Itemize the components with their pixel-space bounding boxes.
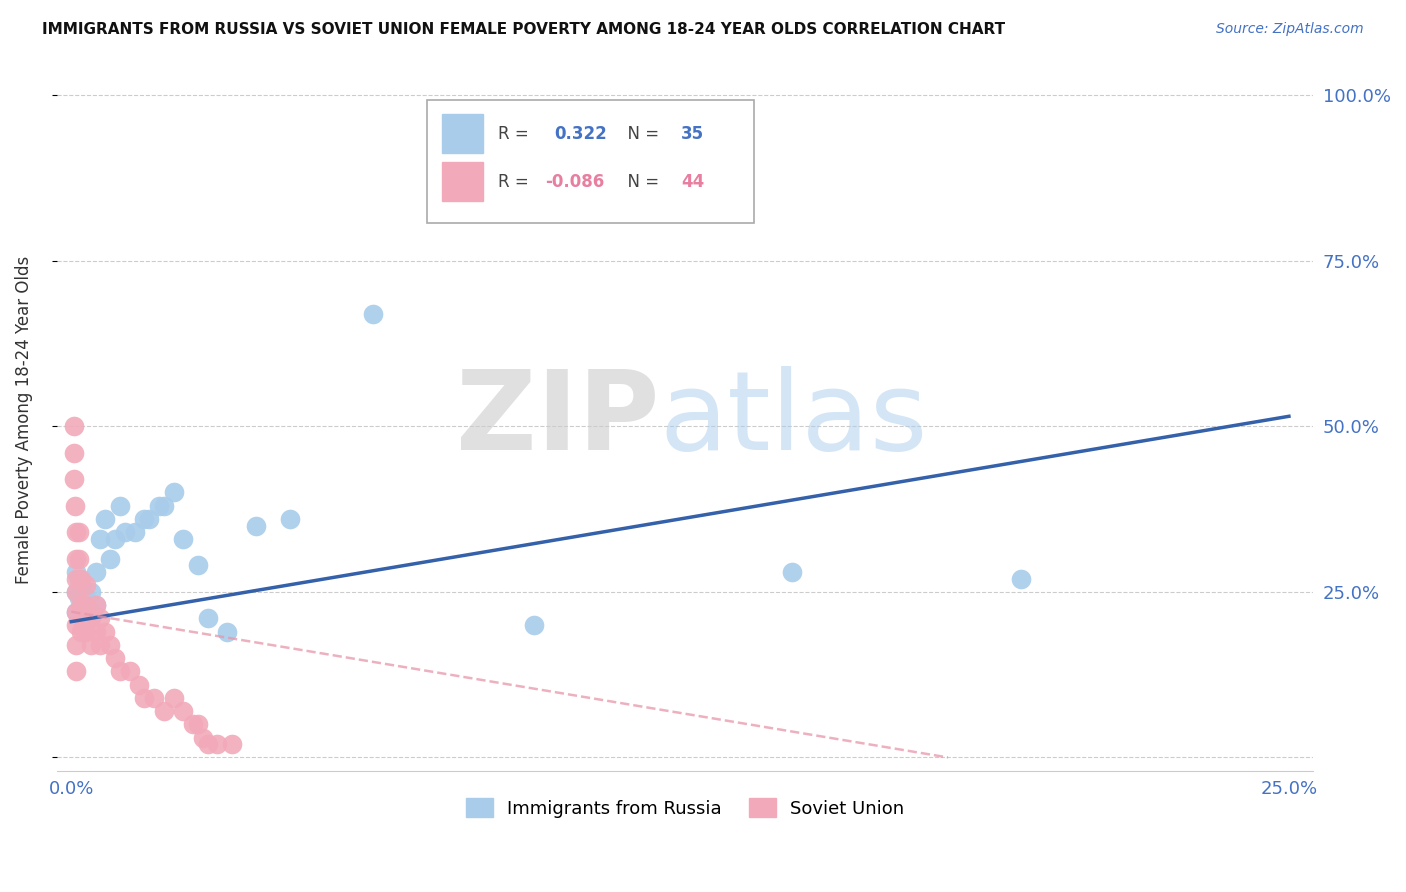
Point [1010,572,1032,586]
Point [191,731,214,745]
FancyBboxPatch shape [427,100,754,223]
Point [143,690,166,705]
Point [84,624,107,639]
Y-axis label: Female Poverty Among 18-24 Year Olds: Female Poverty Among 18-24 Year Olds [15,255,32,583]
Point [65,584,87,599]
Point [62,446,84,460]
Point [84,598,107,612]
Point [94,624,117,639]
Point [128,677,150,691]
Point [138,512,160,526]
Point [108,665,131,679]
Point [89,611,111,625]
Text: atlas: atlas [659,366,928,473]
Point [162,690,184,705]
Point [172,532,194,546]
Text: 0.322: 0.322 [554,125,607,143]
Point [67,572,90,586]
Point [70,598,93,612]
Point [134,512,156,526]
Point [67,525,90,540]
Point [89,638,111,652]
Point [65,605,87,619]
Point [65,551,87,566]
Point [80,584,103,599]
Point [104,651,127,665]
Point [523,618,546,632]
Point [187,558,209,573]
Point [65,618,87,632]
Point [361,307,384,321]
Point [221,737,243,751]
Text: R =: R = [498,125,538,143]
Point [65,525,87,540]
Point [207,737,229,751]
Bar [443,114,482,153]
Point [75,598,97,612]
Point [187,717,209,731]
Legend: Immigrants from Russia, Soviet Union: Immigrants from Russia, Soviet Union [458,791,911,825]
Text: IMMIGRANTS FROM RUSSIA VS SOVIET UNION FEMALE POVERTY AMONG 18-24 YEAR OLDS CORR: IMMIGRANTS FROM RUSSIA VS SOVIET UNION F… [42,22,1005,37]
Point [65,665,87,679]
Point [67,551,90,566]
Point [72,618,94,632]
Point [108,499,131,513]
Point [197,611,219,625]
Point [98,638,121,652]
Point [75,578,97,592]
Point [152,704,174,718]
Point [84,598,107,612]
Text: 44: 44 [681,172,704,191]
Point [181,717,204,731]
Point [75,591,97,606]
Bar [443,162,482,201]
Point [94,512,117,526]
Point [63,499,86,513]
Text: -0.086: -0.086 [546,172,605,191]
Text: N =: N = [617,125,665,143]
Point [65,605,87,619]
Point [75,624,97,639]
Point [280,512,302,526]
Text: 35: 35 [681,125,704,143]
Point [89,532,111,546]
Point [162,485,184,500]
Point [67,591,90,606]
Point [134,690,156,705]
Point [217,624,239,639]
Point [152,499,174,513]
Point [70,578,93,592]
Point [70,572,93,586]
Point [84,565,107,579]
Text: R =: R = [498,172,534,191]
Point [65,565,87,579]
Point [148,499,170,513]
Point [98,551,121,566]
Point [62,472,84,486]
Text: ZIP: ZIP [457,366,659,473]
Text: Source: ZipAtlas.com: Source: ZipAtlas.com [1216,22,1364,37]
Point [70,598,93,612]
Point [780,565,803,579]
Point [172,704,194,718]
Point [65,572,87,586]
Point [65,638,87,652]
Point [70,624,93,639]
Point [80,638,103,652]
Point [114,525,136,540]
Point [80,605,103,619]
Point [124,525,146,540]
Point [62,419,84,434]
Text: N =: N = [617,172,665,191]
Point [75,605,97,619]
Point [197,737,219,751]
Point [245,518,267,533]
Point [104,532,127,546]
Point [65,584,87,599]
Point [118,665,141,679]
Point [80,611,103,625]
